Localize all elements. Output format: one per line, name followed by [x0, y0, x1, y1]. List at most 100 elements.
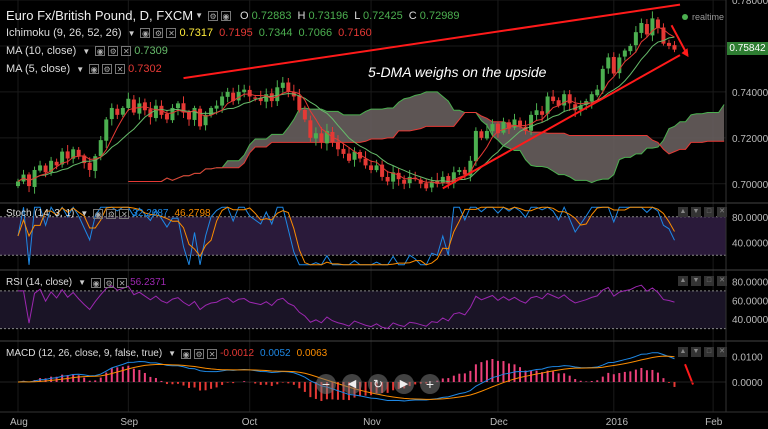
candle-body — [479, 131, 484, 138]
candle-body — [297, 95, 302, 111]
ma10-label[interactable]: MA (10, close) — [6, 45, 77, 57]
pane-maximize-icon[interactable]: □ — [704, 347, 714, 357]
candle-body — [335, 142, 340, 150]
candle-body — [109, 107, 114, 120]
candle-body — [595, 89, 600, 96]
settings-icon[interactable]: ⚙ — [153, 28, 164, 38]
pane-up-icon[interactable]: ▲ — [678, 347, 688, 357]
open-label: O — [240, 9, 249, 22]
candle-body — [385, 176, 390, 182]
candle-body — [556, 100, 561, 106]
time-tick-label: Dec — [490, 417, 508, 428]
pane-down-icon[interactable]: ▼ — [691, 207, 701, 217]
time-tick-label: Sep — [120, 417, 138, 428]
chevron-down-icon[interactable]: ▼ — [76, 64, 85, 74]
close-icon[interactable]: ✕ — [207, 348, 218, 359]
rsi-label[interactable]: RSI (14, close) — [6, 277, 73, 288]
ichimoku-cloud-fill — [128, 91, 725, 183]
candle-body — [518, 120, 523, 127]
candle-body — [495, 123, 500, 134]
close-icon[interactable]: ✕ — [119, 208, 130, 219]
close-icon[interactable]: ✕ — [166, 28, 177, 38]
rsi-value: 56.2371 — [130, 277, 167, 288]
pane-up-icon[interactable]: ▲ — [678, 207, 688, 217]
candle-body — [468, 160, 473, 176]
candle-body — [600, 68, 605, 91]
settings-icon[interactable]: ⚙ — [194, 348, 205, 359]
settings-icon[interactable]: ⚙ — [102, 64, 113, 74]
zoom-in-icon[interactable]: + — [420, 374, 440, 394]
chevron-down-icon[interactable]: ▼ — [168, 349, 177, 358]
close-icon[interactable]: ✕ — [117, 277, 128, 288]
time-tick-label: Nov — [363, 417, 381, 428]
candle-body — [424, 183, 429, 189]
candle-body — [655, 19, 660, 28]
ichimoku-cloud — [128, 91, 725, 184]
candle-body — [220, 96, 225, 106]
candle-body — [16, 181, 20, 187]
chevron-down-icon[interactable]: ▼ — [78, 278, 87, 287]
candle-body — [126, 98, 131, 108]
scroll-right-icon[interactable]: ▶ — [394, 374, 414, 394]
eye-icon[interactable]: ◉ — [95, 46, 106, 56]
zoom-out-icon[interactable]: − — [316, 374, 336, 394]
eye-icon[interactable]: ◉ — [221, 10, 232, 21]
candle-body — [440, 176, 445, 183]
time-tick-label: Aug — [10, 417, 28, 428]
price-tick-label: 0.74000 — [732, 88, 768, 99]
ichimoku-label[interactable]: Ichimoku (9, 26, 52, 26) — [6, 27, 122, 39]
rsi-tick-label: 40.0000 — [732, 315, 768, 326]
close-icon[interactable]: ✕ — [121, 46, 132, 56]
stoch-label[interactable]: Stoch (14, 3, 1) — [6, 208, 75, 219]
candle-body — [407, 176, 412, 184]
ichimoku-legend: Ichimoku (9, 26, 52, 26) ▼ ◉ ⚙ ✕ 0.7317 0.… — [6, 27, 378, 39]
eye-icon[interactable]: ◉ — [91, 277, 102, 288]
ma5-label[interactable]: MA (5, close) — [6, 63, 71, 75]
chevron-down-icon[interactable]: ▼ — [127, 28, 136, 38]
candle-body — [93, 156, 98, 171]
candle-body — [589, 94, 594, 102]
close-label: C — [408, 9, 417, 22]
candle-body — [65, 151, 70, 159]
eye-icon[interactable]: ◉ — [93, 208, 104, 219]
pane-maximize-icon[interactable]: □ — [704, 276, 714, 286]
candle-body — [131, 99, 136, 113]
candle-body — [451, 172, 456, 184]
candle-body — [429, 181, 434, 188]
candle-body — [104, 119, 109, 141]
pane-up-icon[interactable]: ▲ — [678, 276, 688, 286]
close-icon[interactable]: ✕ — [115, 64, 126, 74]
pane-close-icon[interactable]: ✕ — [717, 347, 727, 357]
chevron-down-icon[interactable]: ▼ — [195, 11, 204, 20]
reset-icon[interactable]: ↻ — [368, 374, 388, 394]
pane-down-icon[interactable]: ▼ — [691, 347, 701, 357]
price-tick-label: 0.72000 — [732, 134, 768, 145]
chevron-down-icon[interactable]: ▼ — [82, 46, 91, 56]
macd-tick-label: 0.0100 — [732, 353, 763, 364]
eye-icon[interactable]: ◉ — [89, 64, 100, 74]
scroll-left-icon[interactable]: ◀ — [342, 374, 362, 394]
settings-icon[interactable]: ⚙ — [208, 10, 219, 21]
chevron-down-icon[interactable]: ▼ — [80, 209, 89, 218]
rsi-pane-controls: ▲ ▼ □ ✕ — [675, 276, 727, 286]
candle-body — [347, 153, 351, 161]
candle-body — [115, 108, 120, 115]
pane-down-icon[interactable]: ▼ — [691, 276, 701, 286]
pane-maximize-icon[interactable]: □ — [704, 207, 714, 217]
macd-label[interactable]: MACD (12, 26, close, 9, false, true) — [6, 348, 163, 359]
high-value: 0.73196 — [308, 9, 349, 22]
settings-icon[interactable]: ⚙ — [106, 208, 117, 219]
settings-icon[interactable]: ⚙ — [108, 46, 119, 56]
candle-body — [501, 121, 506, 133]
pane-close-icon[interactable]: ✕ — [717, 276, 727, 286]
settings-icon[interactable]: ⚙ — [104, 277, 115, 288]
macd-tick-label: 0.0000 — [732, 378, 763, 389]
candle-body — [341, 148, 346, 154]
eye-icon[interactable]: ◉ — [140, 28, 151, 38]
symbol-title[interactable]: Euro Fx/British Pound, D, FXCM — [6, 8, 194, 23]
candle-body — [153, 105, 158, 119]
stoch-d-value: 46.2798 — [174, 208, 211, 219]
pane-close-icon[interactable]: ✕ — [717, 207, 727, 217]
eye-icon[interactable]: ◉ — [181, 348, 192, 359]
